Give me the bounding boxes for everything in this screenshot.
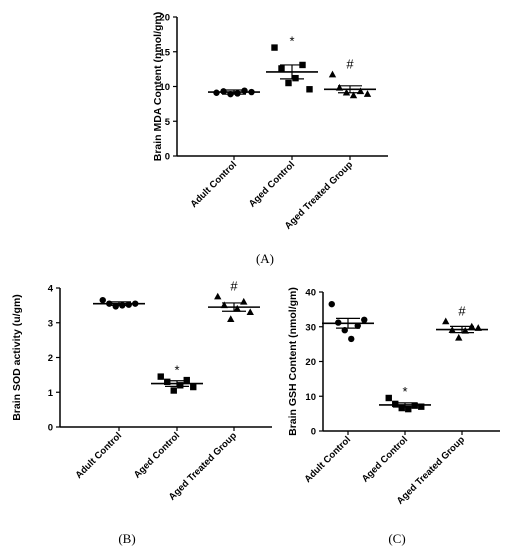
y-tick-label: 1 (48, 388, 54, 399)
data-point-square (164, 378, 171, 386)
data-point-square (271, 44, 278, 51)
data-point-square (385, 394, 392, 402)
y-axis-title: Brain SOD activity (u/gm) (11, 294, 23, 421)
data-point-circle (328, 300, 335, 308)
significance-hash: # (346, 57, 354, 72)
data-point-triangle (342, 88, 351, 96)
significance-asterisk: * (402, 384, 407, 399)
data-point-triangle (363, 90, 372, 97)
data-point-square (306, 86, 313, 93)
category-label: Adult Control (302, 434, 353, 485)
y-tick-label: 3 (48, 318, 53, 329)
y-tick-label: 40 (305, 288, 316, 299)
y-tick-label: 5 (165, 117, 171, 128)
y-axis-title: Brain MDA Content (nmol/gm) (152, 12, 164, 162)
y-tick-label: 0 (165, 152, 170, 163)
y-tick-label: 10 (305, 392, 316, 403)
data-point-circle (241, 87, 248, 94)
y-tick-label: 10 (159, 82, 170, 93)
data-point-square (170, 387, 177, 394)
y-tick-label: 0 (48, 423, 53, 434)
y-tick-label: 15 (159, 47, 170, 58)
data-point-square (183, 376, 190, 384)
y-tick-label: 0 (311, 427, 316, 438)
data-point-square (418, 403, 425, 410)
data-point-triangle (455, 333, 463, 341)
data-point-triangle (442, 317, 450, 325)
data-point-square (190, 383, 197, 391)
y-tick-label: 20 (159, 13, 170, 24)
data-point-triangle (240, 297, 248, 305)
category-label: Aged Control (132, 430, 182, 480)
data-point-triangle (328, 70, 337, 78)
data-point-square (157, 373, 164, 380)
y-tick-label: 2 (48, 353, 53, 364)
panel-b-label: (B) (118, 531, 135, 546)
data-point-triangle (349, 91, 358, 99)
data-point-square (285, 79, 292, 87)
y-tick-label: 30 (305, 322, 316, 333)
data-point-square (392, 400, 399, 408)
data-point-square (398, 404, 405, 412)
category-label: Adult Control (188, 159, 239, 210)
data-point-triangle (227, 315, 235, 322)
panel-c-label: (C) (388, 531, 405, 546)
category-label: Adult Control (73, 430, 124, 481)
category-label: Aged Control (360, 434, 410, 484)
panel-c: 0 10 20 30 40 Brain GSH Content (nmol/gm)Adul… (287, 287, 500, 507)
significance-asterisk: * (174, 363, 179, 378)
significance-asterisk: * (289, 34, 294, 49)
y-tick-label: 20 (305, 357, 316, 368)
data-point-triangle (214, 292, 222, 300)
y-tick-label: 4 (48, 284, 54, 295)
data-point-circle (361, 316, 368, 323)
panel-b: 0 1 2 3 4 Brain SOD activity (u/gm) Adult Cont… (11, 279, 272, 503)
data-point-circle (348, 335, 355, 343)
data-point-square (405, 405, 412, 413)
data-point-square (292, 74, 299, 82)
category-label: Aged Control (247, 159, 297, 209)
data-point-square (278, 65, 285, 72)
y-axis-title: Brain GSH Content (nmol/gm) (287, 287, 299, 436)
data-point-square (177, 382, 184, 389)
data-point-triangle (233, 304, 241, 312)
significance-hash: # (458, 304, 466, 319)
data-point-triangle (246, 308, 254, 316)
significance-hash: # (230, 279, 238, 294)
panel-a-label: (A) (256, 251, 274, 266)
data-point-circle (99, 296, 106, 304)
data-point-circle (354, 322, 361, 329)
data-point-circle (234, 90, 241, 97)
